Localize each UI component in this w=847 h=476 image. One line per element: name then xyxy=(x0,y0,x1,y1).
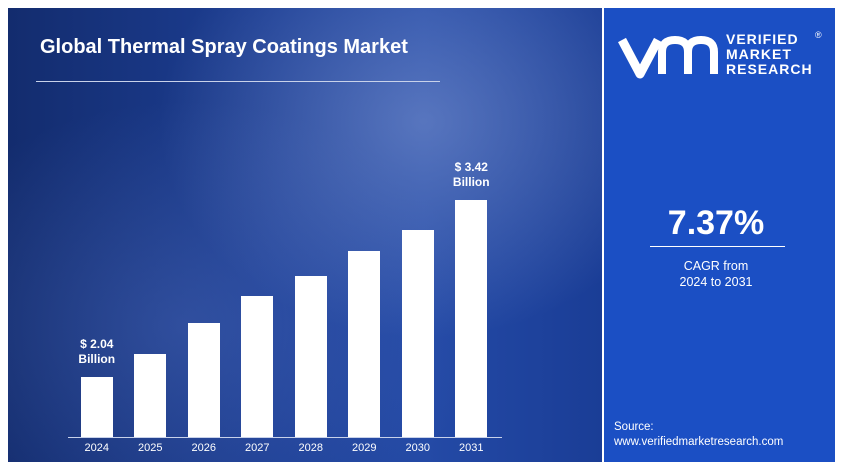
source-url: www.verifiedmarketresearch.com xyxy=(614,436,784,448)
x-tick-label: 2031 xyxy=(459,442,484,454)
logo-line: VERIFIED xyxy=(726,31,799,47)
chart-title: Global Thermal Spray Coatings Market xyxy=(40,36,408,58)
x-tick-label: 2029 xyxy=(352,442,377,454)
bar xyxy=(134,353,167,437)
logo-line: MARKET xyxy=(726,46,792,62)
cagr-rule xyxy=(650,246,785,247)
bar xyxy=(401,229,434,437)
cagr-label: CAGR from 2024 to 2031 xyxy=(679,259,753,289)
source-label: Source: xyxy=(614,421,654,433)
logo-line: RESEARCH xyxy=(726,61,813,77)
bar xyxy=(80,376,113,437)
x-tick-label: 2028 xyxy=(298,442,323,454)
logo-text: VERIFIED MARKET RESEARCH xyxy=(726,32,813,77)
x-tick-label: 2025 xyxy=(138,442,163,454)
x-tick-label: 2027 xyxy=(245,442,270,454)
x-tick-label: 2024 xyxy=(84,442,109,454)
registered-mark: ® xyxy=(815,30,822,40)
logo-mark xyxy=(618,35,718,79)
value-label: $ 3.42 Billion xyxy=(452,160,490,190)
baseline xyxy=(68,437,502,438)
cagr-value: 7.37% xyxy=(667,204,765,242)
x-tick-label: 2030 xyxy=(405,442,430,454)
bar xyxy=(187,323,220,437)
bar xyxy=(348,251,381,437)
bar xyxy=(455,200,488,437)
title-rule xyxy=(36,81,440,82)
value-label: $ 2.04 Billion xyxy=(78,336,116,366)
side-panel xyxy=(604,8,835,462)
x-tick-label: 2026 xyxy=(191,442,216,454)
bar xyxy=(241,296,274,437)
bar xyxy=(294,275,327,437)
